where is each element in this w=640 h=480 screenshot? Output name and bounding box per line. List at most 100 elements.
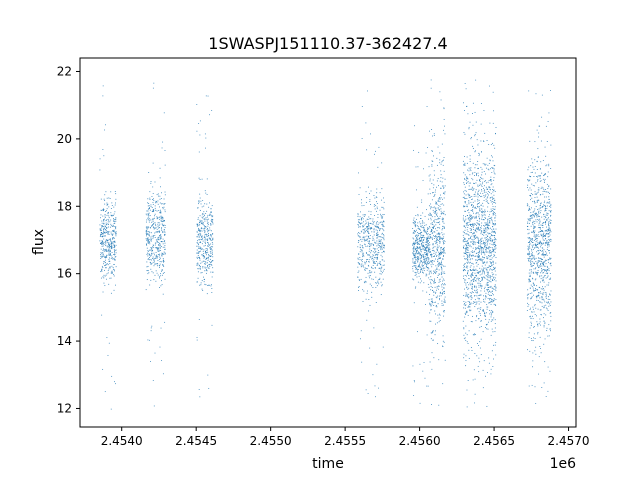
data-point [197,245,199,247]
data-point [493,273,495,275]
data-point [470,241,471,243]
data-point [149,215,151,217]
data-point [431,260,433,261]
data-point [102,233,104,235]
data-point [477,242,479,243]
data-point [533,268,535,270]
data-point [545,220,547,222]
data-point [437,222,439,224]
data-point [147,265,149,267]
data-point [210,264,212,265]
data-point [162,243,164,245]
data-point [204,232,206,234]
data-point [104,215,106,217]
data-point [434,218,436,220]
data-point [533,294,534,296]
data-point [489,249,491,251]
data-point [530,207,532,209]
data-point [489,269,491,271]
data-point [163,260,165,262]
data-point [147,202,149,204]
data-point [433,282,435,284]
data-point [442,247,444,249]
data-point [210,223,212,225]
data-point [206,258,208,260]
data-point [470,218,472,219]
data-point [358,224,359,226]
data-point [381,266,383,268]
data-point [486,197,488,199]
data-point [420,234,422,236]
data-point [544,244,546,246]
data-point [154,217,155,219]
data-point [541,206,543,208]
data-point [160,275,162,277]
data-point [363,238,365,240]
data-point [100,252,102,254]
data-point [381,256,383,258]
data-point [493,268,495,270]
data-point [431,262,433,264]
data-point [540,231,542,232]
data-point [534,305,536,307]
data-point [372,260,374,262]
data-point [539,221,541,223]
data-point [541,265,543,267]
data-point [412,278,414,280]
data-point [429,227,431,229]
data-point [490,197,492,199]
data-point [155,239,157,241]
data-point [156,228,158,230]
data-point [536,324,538,326]
data-point [379,230,380,232]
data-point [376,253,377,255]
data-point [208,244,210,246]
data-point [442,278,444,280]
data-point [152,244,154,246]
data-point [474,402,476,404]
data-point [159,265,161,267]
data-point [359,219,361,221]
data-point [465,218,467,220]
data-point [529,247,531,249]
data-point [106,227,107,229]
data-point [494,288,496,290]
data-point [147,241,149,243]
data-point [158,244,159,246]
data-point [148,219,150,221]
data-point [477,175,479,177]
data-point [426,247,428,249]
data-point [149,284,151,286]
data-point [412,244,414,246]
data-point [439,198,441,200]
data-point [488,280,490,282]
data-point [431,332,433,334]
data-point [442,217,444,219]
data-point [114,246,116,248]
data-point [528,245,530,247]
data-point [101,243,103,245]
data-point [428,299,430,301]
data-point [111,271,113,273]
data-point [548,233,550,234]
data-point [373,245,375,246]
data-point [198,233,200,235]
data-point [474,217,476,219]
data-point [538,227,540,229]
data-point [482,278,483,280]
data-point [364,269,365,271]
data-point [492,279,494,281]
data-point [468,293,470,295]
data-point [374,252,375,254]
data-point [151,225,153,226]
data-point [437,200,439,202]
data-point [209,213,211,215]
data-point [413,244,415,246]
data-point [435,236,437,238]
data-point [549,238,551,240]
data-point [482,193,484,195]
data-point [463,102,464,104]
data-point [476,270,478,271]
data-point [544,190,546,192]
data-point [490,297,492,299]
